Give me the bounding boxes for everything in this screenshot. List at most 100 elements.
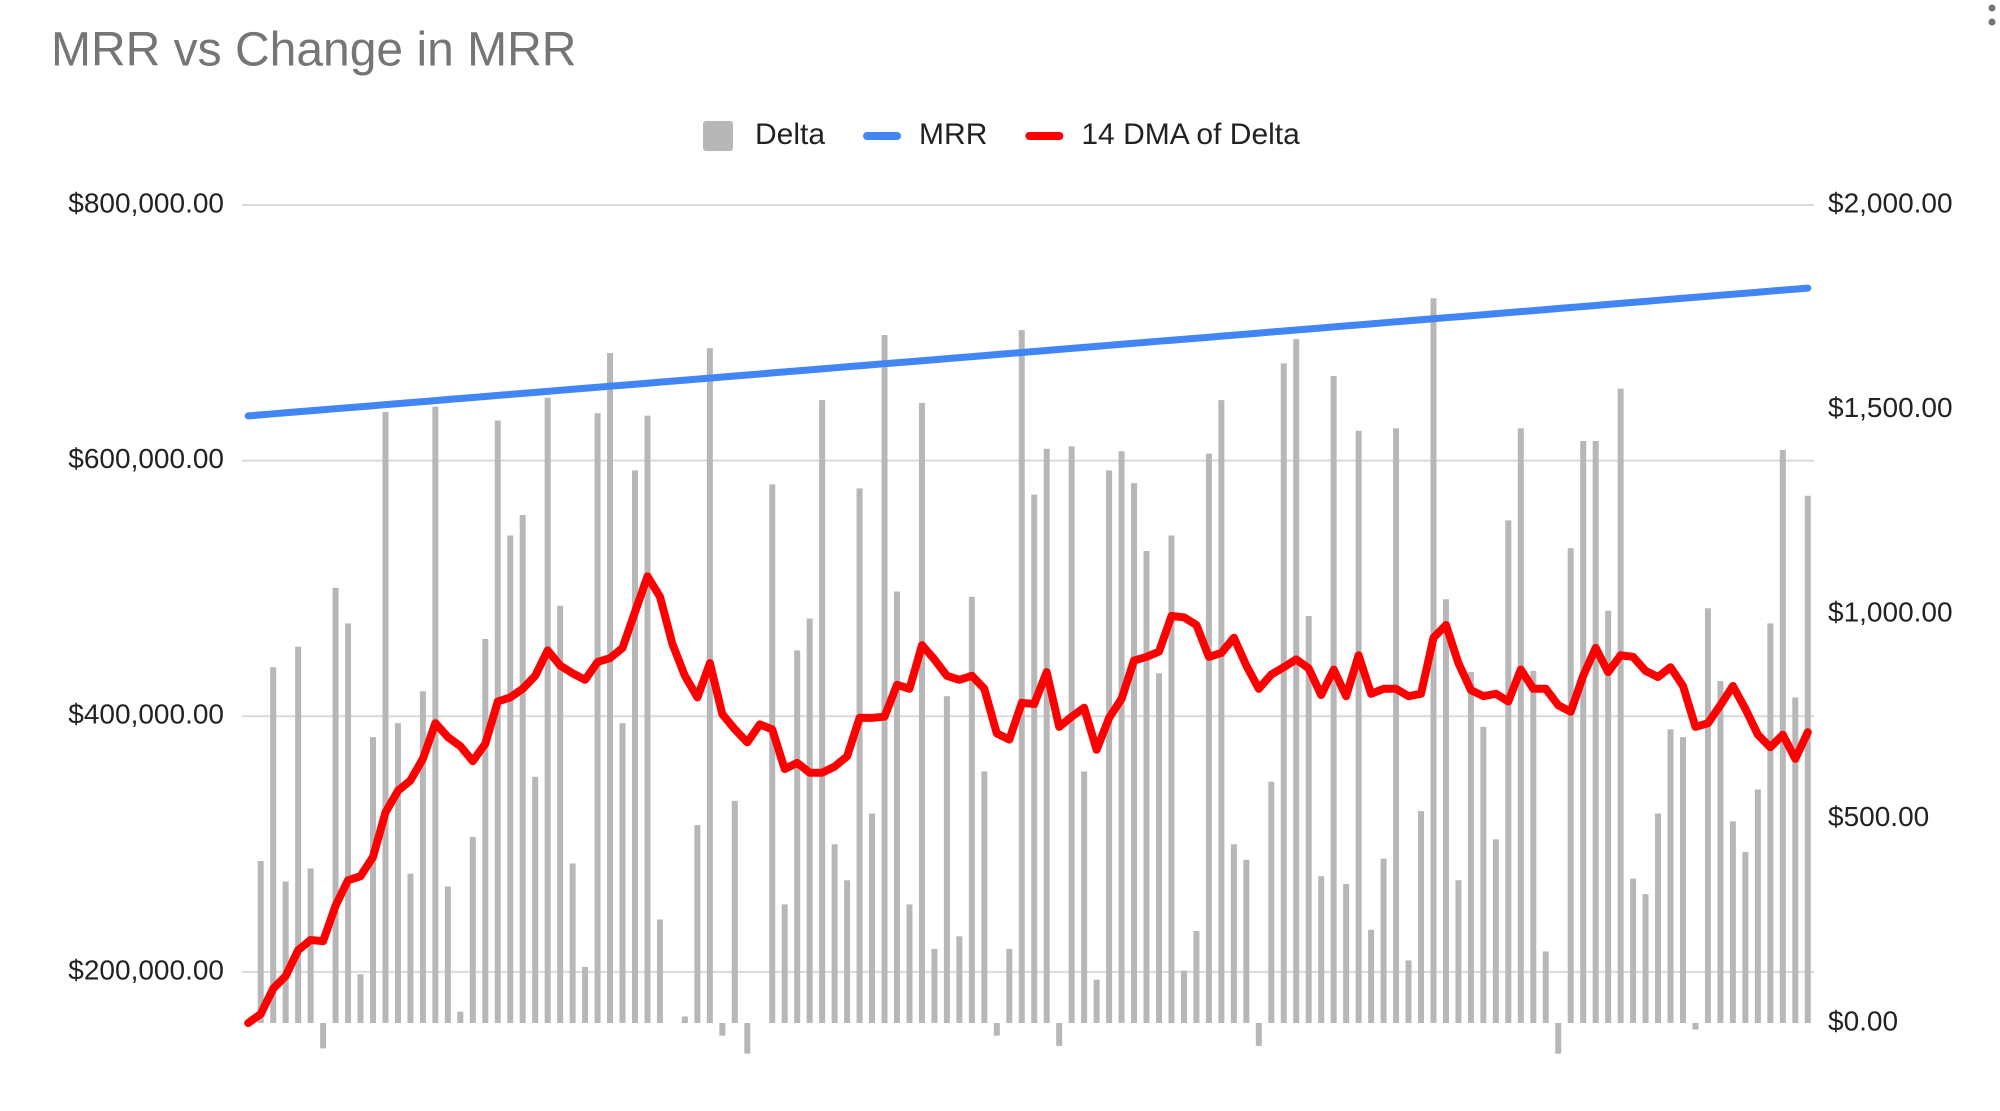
bar	[1605, 610, 1612, 1023]
bar	[1343, 883, 1350, 1023]
bar	[1093, 979, 1100, 1023]
bar	[1168, 535, 1175, 1023]
bar	[1542, 951, 1549, 1023]
bar	[1056, 1023, 1063, 1046]
bar	[1305, 616, 1312, 1023]
bar	[594, 413, 601, 1023]
bar	[1630, 878, 1637, 1023]
bar	[1143, 551, 1150, 1023]
bar	[382, 411, 389, 1024]
bar	[1268, 781, 1275, 1023]
y2-tick-label: $500.00	[1828, 801, 1929, 832]
bar	[1580, 440, 1587, 1023]
bar	[1592, 440, 1599, 1023]
bar	[844, 880, 851, 1023]
bar	[1729, 821, 1736, 1023]
legend-label: Delta	[755, 118, 825, 151]
bar	[1006, 948, 1013, 1023]
bar	[906, 904, 913, 1023]
bar	[1442, 599, 1449, 1023]
bar	[1318, 876, 1325, 1023]
bar	[993, 1023, 1000, 1036]
bar	[494, 420, 501, 1024]
bar	[869, 813, 876, 1023]
bar	[457, 1011, 464, 1023]
line	[244, 284, 1812, 420]
bar	[1742, 852, 1749, 1023]
bar	[1230, 844, 1237, 1023]
bar	[557, 605, 564, 1023]
bar	[282, 881, 289, 1023]
bar	[1393, 428, 1400, 1024]
legend-label: MRR	[919, 118, 987, 151]
bar	[656, 919, 663, 1023]
bar	[544, 397, 551, 1023]
bar	[1118, 451, 1125, 1023]
bar	[1530, 670, 1537, 1023]
bar	[370, 737, 376, 1023]
bar	[1031, 494, 1038, 1023]
bar	[894, 591, 900, 1023]
menu-dot	[1988, 4, 1996, 12]
bar	[1667, 729, 1674, 1023]
bar	[270, 667, 277, 1023]
bar	[1380, 858, 1387, 1023]
bar	[744, 1023, 751, 1054]
bar	[519, 515, 526, 1023]
chart-title: MRR vs Change in MRR	[51, 24, 576, 77]
bar	[831, 844, 838, 1023]
bar	[1492, 839, 1499, 1023]
bar	[719, 1023, 726, 1036]
bar	[981, 771, 988, 1023]
bar	[607, 353, 614, 1024]
bar	[644, 415, 651, 1023]
bar	[1131, 483, 1138, 1023]
legend-swatch	[703, 121, 733, 151]
bar	[295, 646, 302, 1023]
bar	[407, 873, 414, 1023]
bar	[1293, 339, 1300, 1024]
bar	[1043, 448, 1050, 1023]
bar	[619, 723, 626, 1023]
bar	[1405, 960, 1412, 1023]
bar	[1193, 930, 1200, 1023]
bar	[781, 904, 788, 1023]
bar	[1205, 453, 1212, 1023]
bar	[1355, 430, 1362, 1023]
bar	[444, 886, 451, 1023]
bar	[819, 400, 826, 1023]
bar	[1418, 811, 1424, 1023]
bar	[320, 1023, 327, 1049]
bar	[1717, 681, 1724, 1023]
bar	[1106, 470, 1113, 1023]
bar	[1617, 388, 1624, 1023]
y2-tick-label: $1,500.00	[1828, 392, 1953, 423]
bar	[1018, 330, 1025, 1023]
bar	[1243, 859, 1250, 1023]
bar	[357, 974, 364, 1023]
bar	[1280, 363, 1287, 1024]
bar	[1680, 737, 1686, 1023]
bar	[1218, 400, 1225, 1023]
bar	[931, 948, 938, 1023]
bar	[307, 868, 314, 1023]
bar	[1156, 673, 1162, 1023]
legend-label: 14 DMA of Delta	[1081, 118, 1300, 151]
bar	[507, 535, 514, 1023]
bar	[1180, 970, 1187, 1023]
bar	[694, 825, 701, 1023]
bar	[1255, 1023, 1262, 1046]
bar	[1567, 548, 1574, 1023]
bar	[482, 638, 489, 1023]
bar	[706, 348, 713, 1023]
bar	[1704, 608, 1711, 1023]
bar	[806, 618, 813, 1023]
legend: Delta MRR 14 DMA of Delta	[703, 118, 1300, 151]
menu-icon[interactable]	[1988, 4, 1996, 26]
bar	[1068, 446, 1075, 1023]
menu-dot	[1988, 18, 1996, 26]
bar	[1804, 495, 1811, 1023]
bar	[1517, 428, 1524, 1024]
bar	[1480, 726, 1487, 1023]
bar	[794, 650, 801, 1023]
